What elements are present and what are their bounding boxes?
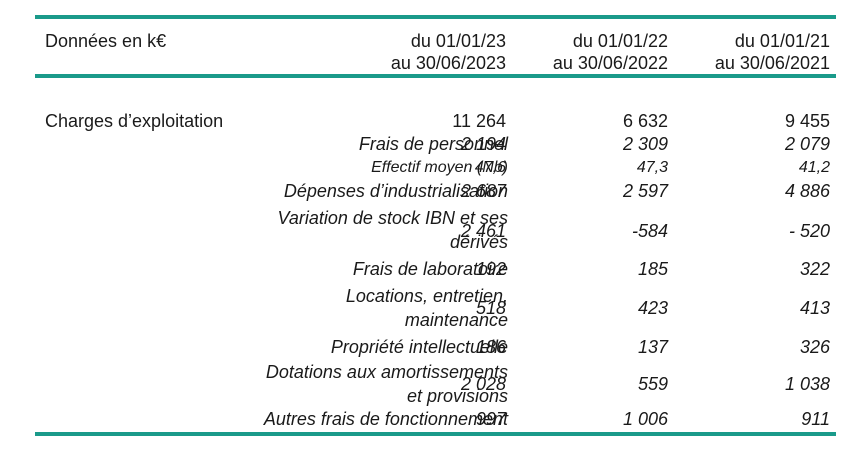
row-label-dotations-line1: Dotations aux amortissements xyxy=(265,362,508,382)
cell-laboratoire-2023: 192 xyxy=(475,259,506,279)
cell-variation-2021: - 520 xyxy=(788,221,830,241)
cell-locations-2022: 423 xyxy=(637,298,668,318)
column-header-2023-line2: au 30/06/2023 xyxy=(390,53,506,73)
cell-effectif-2021: 41,2 xyxy=(798,159,830,176)
table-bottom-rule xyxy=(35,432,836,436)
cell-variation-2023: 2 461 xyxy=(460,221,506,241)
row-label-propriete: Propriété intellectuelle xyxy=(330,337,508,357)
column-header-2023-line1: du 01/01/23 xyxy=(410,31,506,51)
column-header-2021-line1: du 01/01/21 xyxy=(734,31,830,51)
cell-locations-2023: 518 xyxy=(475,298,506,318)
cell-industrialisation-2021: 4 886 xyxy=(784,181,830,201)
row-label-autres-frais: Autres frais de fonctionnement xyxy=(263,409,508,429)
unit-label: Données en k€ xyxy=(45,31,167,51)
cell-propriete-2022: 137 xyxy=(637,337,668,357)
row-label-charges: Charges d’exploitation xyxy=(45,111,224,131)
cell-dotations-2021: 1 038 xyxy=(784,374,830,394)
cell-industrialisation-2023: 2 687 xyxy=(460,181,506,201)
cell-variation-2022: -584 xyxy=(631,221,668,241)
cell-propriete-2021: 326 xyxy=(799,337,830,357)
row-label-variation-stock-line2: dérivés xyxy=(449,232,508,252)
row-label-locations-line1: Locations, entretien, xyxy=(345,286,508,306)
cell-autres-2023: 997 xyxy=(475,409,506,429)
cell-personnel-2023: 2 194 xyxy=(460,134,506,154)
row-label-laboratoire: Frais de laboratoire xyxy=(352,259,508,279)
cell-autres-2021: 911 xyxy=(801,409,830,429)
table-top-rule xyxy=(35,15,836,19)
row-label-effectif: Effectif moyen (Nb) xyxy=(371,159,508,176)
row-label-locations-line2: maintenance xyxy=(404,310,508,330)
cell-industrialisation-2022: 2 597 xyxy=(622,181,668,201)
cell-personnel-2021: 2 079 xyxy=(784,134,830,154)
cell-autres-2022: 1 006 xyxy=(622,409,668,429)
cell-dotations-2022: 559 xyxy=(637,374,668,394)
row-label-dotations-line2: et provisions xyxy=(406,386,508,406)
cell-laboratoire-2022: 185 xyxy=(637,259,668,279)
cell-charges-2023: 11 264 xyxy=(452,111,506,131)
cell-locations-2021: 413 xyxy=(799,298,830,318)
row-label-industrialisation: Dépenses d’industrialisation xyxy=(283,181,508,201)
cell-propriete-2023: 186 xyxy=(475,337,506,357)
header-rule xyxy=(35,74,836,78)
column-header-2021-line2: au 30/06/2021 xyxy=(714,53,830,73)
row-label-frais-personnel: Frais de personnel xyxy=(358,134,508,154)
cell-dotations-2023: 2 028 xyxy=(460,374,506,394)
column-header-2022-line2: au 30/06/2022 xyxy=(552,53,668,73)
cell-effectif-2022: 47,3 xyxy=(636,159,668,176)
cell-effectif-2023: 47,6 xyxy=(474,159,506,176)
cell-charges-2022: 6 632 xyxy=(622,111,668,131)
cell-charges-2021: 9 455 xyxy=(784,111,830,131)
column-header-2022-line1: du 01/01/22 xyxy=(572,31,668,51)
cell-laboratoire-2021: 322 xyxy=(799,259,830,279)
cell-personnel-2022: 2 309 xyxy=(622,134,668,154)
row-label-variation-stock-line1: Variation de stock IBN et ses xyxy=(277,208,508,228)
